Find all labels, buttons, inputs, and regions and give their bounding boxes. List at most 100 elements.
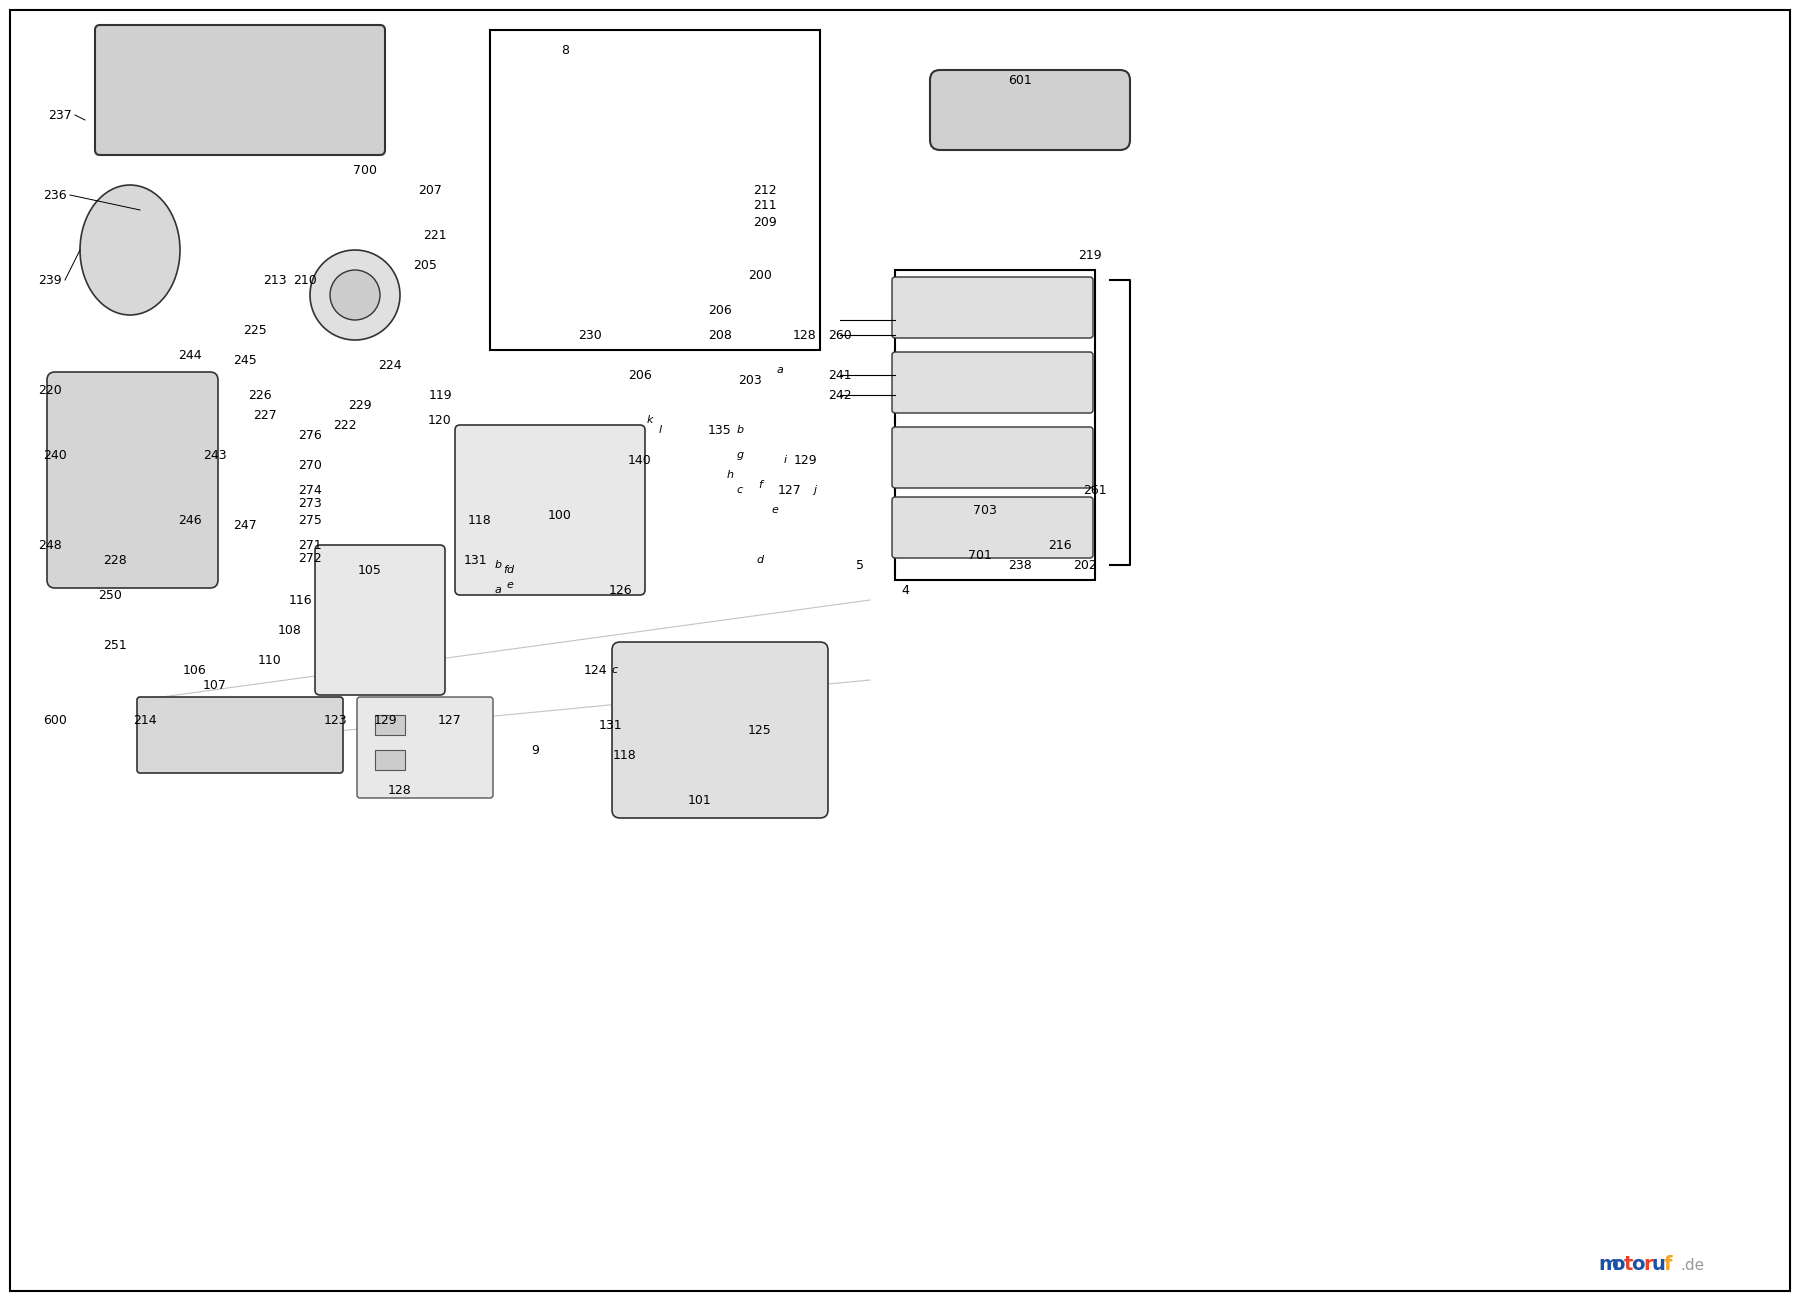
Text: 116: 116 xyxy=(288,593,311,606)
Text: c: c xyxy=(612,665,617,675)
Text: 128: 128 xyxy=(794,328,817,341)
Text: 206: 206 xyxy=(707,303,733,316)
Text: 250: 250 xyxy=(97,588,122,601)
Text: f: f xyxy=(1663,1255,1672,1275)
Ellipse shape xyxy=(79,185,180,315)
Text: 128: 128 xyxy=(389,783,412,796)
Text: a: a xyxy=(776,366,783,375)
Text: 601: 601 xyxy=(1008,73,1031,86)
FancyBboxPatch shape xyxy=(893,353,1093,412)
FancyBboxPatch shape xyxy=(315,545,445,695)
Text: 127: 127 xyxy=(437,713,463,726)
Text: 120: 120 xyxy=(428,414,452,427)
Text: 239: 239 xyxy=(38,273,61,286)
Text: 230: 230 xyxy=(578,328,601,341)
Text: u: u xyxy=(1651,1255,1665,1275)
Text: e: e xyxy=(772,505,778,515)
Text: 237: 237 xyxy=(49,108,72,121)
Text: 108: 108 xyxy=(277,623,302,636)
Text: 273: 273 xyxy=(299,497,322,510)
Text: 222: 222 xyxy=(333,419,356,432)
FancyBboxPatch shape xyxy=(612,641,828,818)
Text: 219: 219 xyxy=(1078,248,1102,262)
Text: 227: 227 xyxy=(254,409,277,422)
FancyBboxPatch shape xyxy=(893,427,1093,488)
Text: 228: 228 xyxy=(103,553,126,566)
Text: 248: 248 xyxy=(38,539,61,552)
Bar xyxy=(490,30,821,350)
Text: 242: 242 xyxy=(828,389,851,402)
Text: 200: 200 xyxy=(749,268,772,281)
Text: 245: 245 xyxy=(234,354,257,367)
Text: 216: 216 xyxy=(1048,539,1071,552)
Text: 214: 214 xyxy=(133,713,157,726)
Text: 9: 9 xyxy=(531,743,538,756)
Ellipse shape xyxy=(329,271,380,320)
Text: 205: 205 xyxy=(412,259,437,272)
Text: 271: 271 xyxy=(299,539,322,552)
Text: 247: 247 xyxy=(234,519,257,532)
Text: 129: 129 xyxy=(373,713,396,726)
Text: .de: .de xyxy=(1679,1258,1705,1272)
Text: 100: 100 xyxy=(547,509,572,522)
Text: 124: 124 xyxy=(583,664,607,677)
FancyBboxPatch shape xyxy=(95,25,385,155)
Text: 8: 8 xyxy=(562,43,569,56)
Text: 243: 243 xyxy=(203,449,227,462)
Text: 208: 208 xyxy=(707,328,733,341)
Text: 127: 127 xyxy=(778,484,801,497)
Text: f: f xyxy=(758,480,761,490)
Text: 203: 203 xyxy=(738,373,761,386)
Text: 209: 209 xyxy=(752,216,778,229)
FancyBboxPatch shape xyxy=(356,697,493,798)
Text: i: i xyxy=(783,455,787,464)
Text: d: d xyxy=(506,565,513,575)
Text: 110: 110 xyxy=(257,653,283,666)
FancyBboxPatch shape xyxy=(893,497,1093,558)
Text: 213: 213 xyxy=(263,273,286,286)
Text: 211: 211 xyxy=(752,199,778,212)
Text: 206: 206 xyxy=(628,368,652,381)
Text: b: b xyxy=(495,559,502,570)
Text: j: j xyxy=(814,485,817,494)
Text: d: d xyxy=(756,556,763,565)
Text: r: r xyxy=(1643,1255,1652,1275)
Text: 129: 129 xyxy=(794,454,817,467)
Text: o: o xyxy=(1611,1255,1625,1275)
Text: 244: 244 xyxy=(178,349,202,362)
Text: 241: 241 xyxy=(828,368,851,381)
Text: e: e xyxy=(506,580,513,589)
Text: 131: 131 xyxy=(463,553,486,566)
Text: 118: 118 xyxy=(468,514,491,527)
Text: o: o xyxy=(1631,1255,1645,1275)
Text: g: g xyxy=(736,450,743,461)
Text: 123: 123 xyxy=(324,713,347,726)
Text: 4: 4 xyxy=(902,584,909,596)
Text: c: c xyxy=(736,485,743,494)
Text: 135: 135 xyxy=(707,424,733,437)
Text: 224: 224 xyxy=(378,359,401,372)
FancyBboxPatch shape xyxy=(47,372,218,588)
Text: m: m xyxy=(1598,1255,1618,1275)
Text: 246: 246 xyxy=(178,514,202,527)
Text: 5: 5 xyxy=(857,558,864,571)
Text: 261: 261 xyxy=(1084,484,1107,497)
Bar xyxy=(374,716,405,735)
Text: 212: 212 xyxy=(752,183,778,196)
Text: f: f xyxy=(502,565,508,575)
Text: l: l xyxy=(659,425,662,435)
Text: 105: 105 xyxy=(358,563,382,576)
Text: 119: 119 xyxy=(428,389,452,402)
FancyBboxPatch shape xyxy=(455,425,644,595)
Text: 221: 221 xyxy=(423,229,446,242)
Text: 600: 600 xyxy=(43,713,67,726)
Bar xyxy=(374,749,405,770)
Text: 220: 220 xyxy=(38,384,61,397)
Text: 202: 202 xyxy=(1073,558,1096,571)
Text: 274: 274 xyxy=(299,484,322,497)
Text: 270: 270 xyxy=(299,458,322,471)
Text: 236: 236 xyxy=(43,189,67,202)
Bar xyxy=(895,271,1094,580)
Text: t: t xyxy=(1624,1255,1633,1275)
Text: b: b xyxy=(736,425,743,435)
